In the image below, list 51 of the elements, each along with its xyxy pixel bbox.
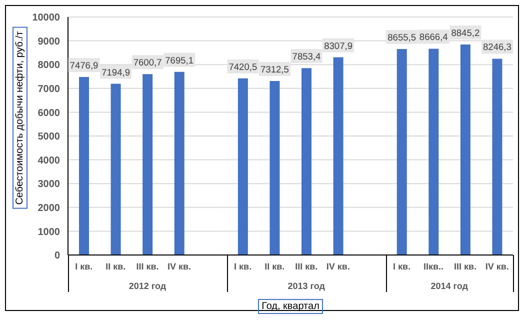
bar xyxy=(174,72,184,255)
bar xyxy=(460,44,470,255)
bar xyxy=(142,74,153,255)
y-tick-label: 2000 xyxy=(38,202,60,214)
bar xyxy=(79,77,89,255)
x-tick-label: IV кв. xyxy=(485,261,509,272)
x-tick-label: IIкв.. xyxy=(424,261,444,272)
x-tick-label: II кв. xyxy=(264,261,285,272)
bar xyxy=(110,84,121,255)
y-tick-label: 6000 xyxy=(38,108,60,119)
data-label: 7194,9 xyxy=(102,67,130,78)
x-tick-label: IV кв. xyxy=(167,261,192,272)
bar xyxy=(396,49,407,255)
data-label: 7312,5 xyxy=(260,64,289,74)
y-tick-label: 4000 xyxy=(38,155,60,166)
data-label: 8655,5 xyxy=(388,32,416,42)
data-label: 8666,4 xyxy=(419,32,448,42)
data-label: 8845,2 xyxy=(451,28,480,38)
bar xyxy=(428,48,439,255)
x-tick-label: III кв. xyxy=(295,261,318,272)
bar xyxy=(302,68,312,255)
data-label: 7695,1 xyxy=(165,55,194,66)
y-tick-label: 8000 xyxy=(38,60,60,72)
x-tick-label: III кв. xyxy=(136,261,159,272)
y-axis-title: Себестоимость добычи нефти, руб./т xyxy=(12,27,28,209)
y-tick-label: 1000 xyxy=(38,226,60,238)
text: 2014 год xyxy=(430,281,470,291)
bar xyxy=(270,80,280,255)
text: 2013 год xyxy=(286,281,326,291)
y-tick-label: 7000 xyxy=(38,84,60,95)
x-tick-label: III кв. xyxy=(454,261,477,272)
y-tick-label: 9000 xyxy=(38,36,60,48)
x-tick-label: I кв. xyxy=(234,261,252,272)
y-tick-label: 0 xyxy=(54,250,60,262)
data-label: 7420,5 xyxy=(228,62,258,72)
y-tick-label: 5000 xyxy=(38,132,60,143)
bar xyxy=(238,78,248,255)
data-label: 7853,4 xyxy=(292,52,321,62)
data-label: 7476,9 xyxy=(70,60,98,71)
data-label: 8246,3 xyxy=(482,42,512,52)
y-tick-label: 10000 xyxy=(32,12,60,24)
text: 2012 год xyxy=(128,281,168,291)
data-label: 7600,7 xyxy=(133,58,162,68)
y-tick-label: 3000 xyxy=(38,179,60,190)
x-tick-label: II кв. xyxy=(106,261,126,272)
x-tick-label: I кв. xyxy=(75,261,93,272)
bar xyxy=(492,58,502,255)
x-tick-label: IV кв. xyxy=(326,261,350,272)
bar xyxy=(333,57,344,255)
x-tick-label: I кв. xyxy=(392,261,411,272)
data-label: 8307,9 xyxy=(324,40,353,51)
